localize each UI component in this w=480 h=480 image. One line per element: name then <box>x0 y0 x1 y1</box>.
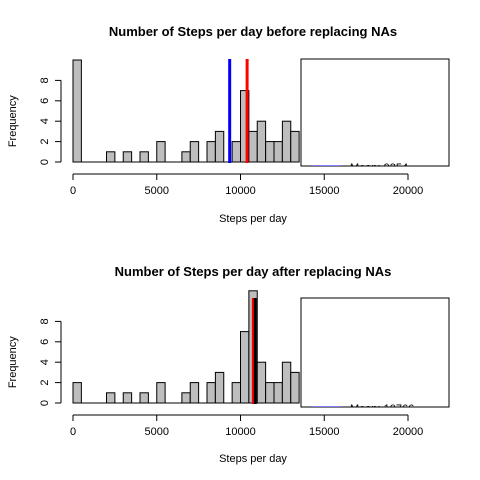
chart-title: Number of Steps per day after replacing … <box>115 264 392 279</box>
y-tick-label: 8 <box>39 318 51 324</box>
x-tick-label: 0 <box>70 426 76 438</box>
histogram-bar <box>248 130 258 163</box>
histogram-bar <box>214 371 225 404</box>
y-tick-label: 0 <box>39 400 51 406</box>
histogram-bar <box>240 331 250 404</box>
legend-label: Mean: 10766 <box>350 403 414 415</box>
histogram-bar <box>281 361 292 404</box>
x-tick-label: 5000 <box>145 185 169 197</box>
y-axis-label: Frequency <box>7 336 19 388</box>
x-tick-label: 0 <box>70 185 76 197</box>
chart-panel-2: Number of Steps per day after replacing … <box>7 264 450 465</box>
x-tick-label: 10000 <box>225 185 256 197</box>
chart-panel-1: Number of Steps per day before replacing… <box>7 24 450 225</box>
x-tick-label: 10000 <box>225 426 256 438</box>
legend-content: Mean: 10766 <box>313 403 414 415</box>
histogram-bar <box>206 141 216 163</box>
y-tick-label: 0 <box>39 159 51 165</box>
histogram-bar <box>156 382 166 404</box>
y-tick-label: 4 <box>39 359 51 365</box>
y-tick-label: 4 <box>39 118 51 124</box>
legend-box <box>300 58 450 167</box>
y-tick-label: 2 <box>39 380 51 386</box>
histogram-bar <box>214 130 225 163</box>
histogram-bar <box>256 120 267 163</box>
histogram-bar <box>265 141 275 163</box>
histogram-bar <box>273 141 283 163</box>
histogram-bar <box>290 130 300 163</box>
chart-title: Number of Steps per day before replacing… <box>109 24 397 39</box>
histogram-bar <box>265 382 275 404</box>
y-tick-label: 8 <box>39 77 51 83</box>
x-tick-label: 15000 <box>309 426 340 438</box>
histogram-bar <box>156 141 166 163</box>
histogram-bar <box>181 151 191 163</box>
x-tick-label: 5000 <box>145 426 169 438</box>
histogram-bar <box>106 151 116 163</box>
histogram-bar <box>256 361 267 404</box>
histogram-bar <box>273 382 283 404</box>
histogram-bar <box>122 151 133 163</box>
histogram-bar <box>106 392 116 404</box>
y-axis-label: Frequency <box>7 95 19 147</box>
legend-label: Mean: 9354 <box>350 162 408 174</box>
histogram-bar <box>231 141 241 163</box>
x-tick-label: 15000 <box>309 185 340 197</box>
histogram-bar <box>290 371 300 404</box>
histogram-bar <box>206 382 216 404</box>
histogram-bar <box>122 392 133 404</box>
legend-box <box>300 297 450 408</box>
histogram-bar <box>72 59 82 163</box>
y-tick-label: 6 <box>39 98 51 104</box>
y-tick-label: 2 <box>39 139 51 145</box>
histogram-bar <box>139 151 149 163</box>
histogram-bar <box>139 392 149 404</box>
histogram-bar <box>181 392 191 404</box>
histogram-bar <box>281 120 292 163</box>
x-tick-label: 20000 <box>393 185 424 197</box>
histogram-bar <box>189 141 200 163</box>
histogram-bar <box>72 382 82 404</box>
x-axis-label: Steps per day <box>219 453 287 465</box>
histogram-bar <box>231 382 241 404</box>
x-tick-label: 20000 <box>393 426 424 438</box>
histogram-bar <box>189 382 200 404</box>
legend-content: Mean: 9354 <box>313 162 408 174</box>
y-tick-label: 6 <box>39 339 51 345</box>
x-axis-label: Steps per day <box>219 213 287 225</box>
